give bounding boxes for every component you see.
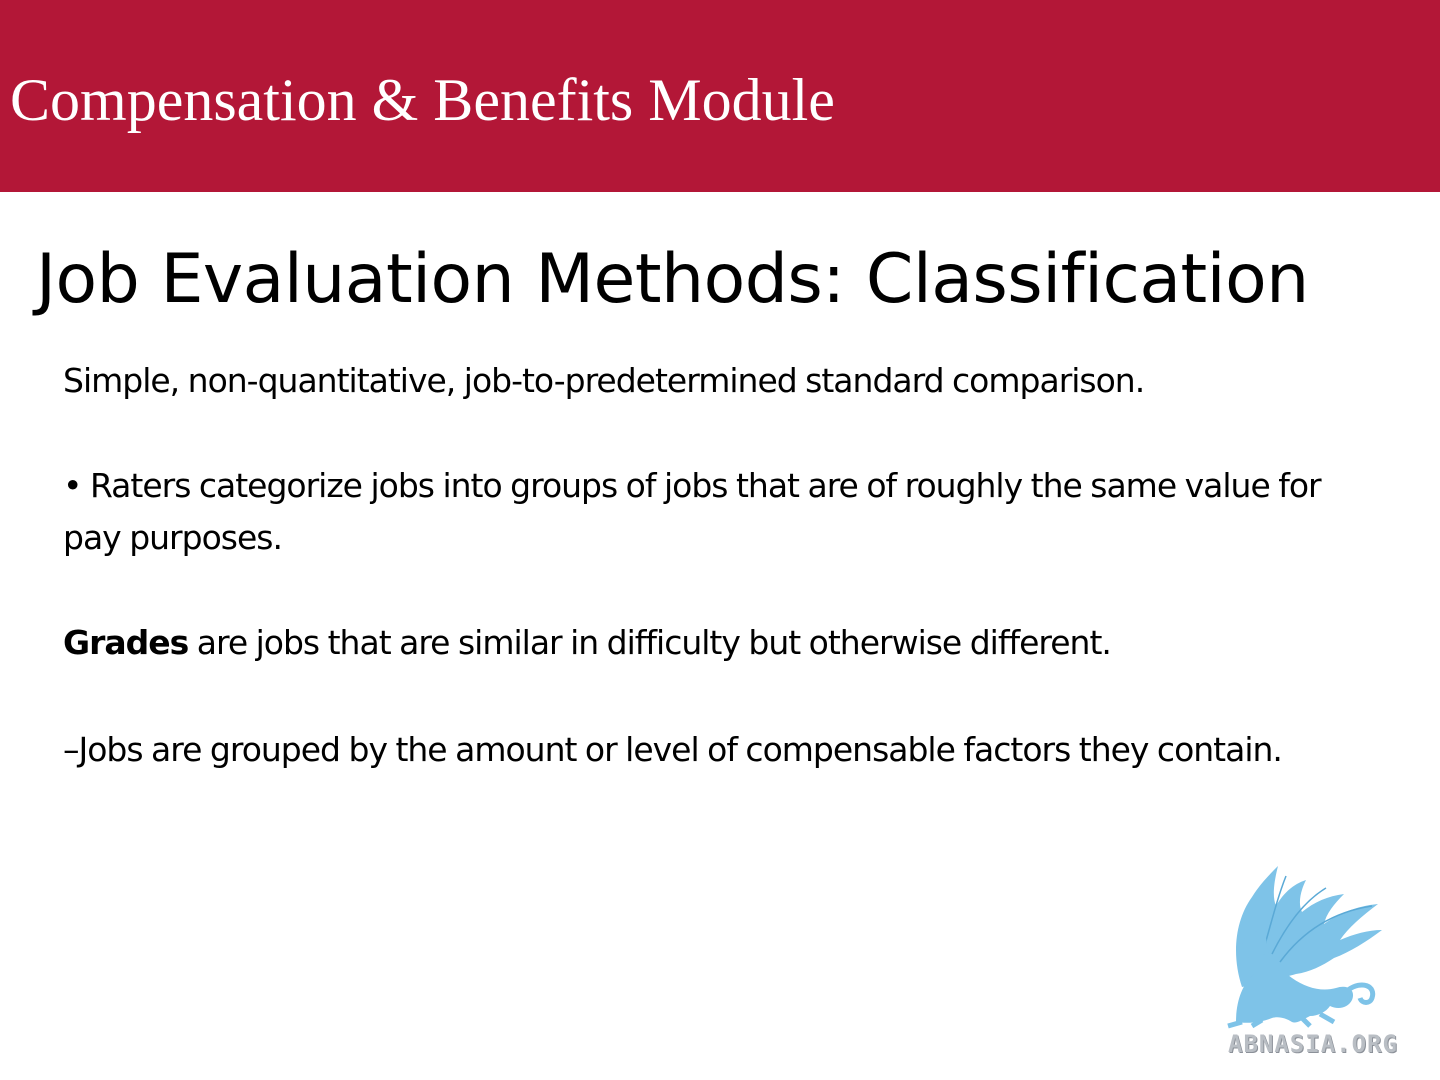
paragraph-raters: • Raters categorize jobs into groups of … bbox=[63, 466, 1322, 557]
logo-text: ABNASIA.ORG bbox=[1228, 1030, 1398, 1058]
griffin-logo-icon bbox=[1227, 866, 1382, 1029]
paragraph-grades: Grades are jobs that are similar in diff… bbox=[63, 617, 1353, 669]
grades-definition: are jobs that are similar in difficulty … bbox=[188, 623, 1112, 662]
slide-title: Job Evaluation Methods: Classification bbox=[36, 240, 1309, 319]
paragraph-grouping: –Jobs are grouped by the amount or level… bbox=[63, 730, 1283, 769]
module-title: Compensation & Benefits Module bbox=[10, 67, 835, 133]
header-banner: Compensation & Benefits Module bbox=[0, 0, 1440, 192]
grades-term: Grades bbox=[63, 623, 189, 662]
paragraph-definition: Simple, non-quantitative, job-to-predete… bbox=[63, 361, 1145, 400]
abnasia-logo: ABNASIA.ORG bbox=[1222, 862, 1422, 1062]
